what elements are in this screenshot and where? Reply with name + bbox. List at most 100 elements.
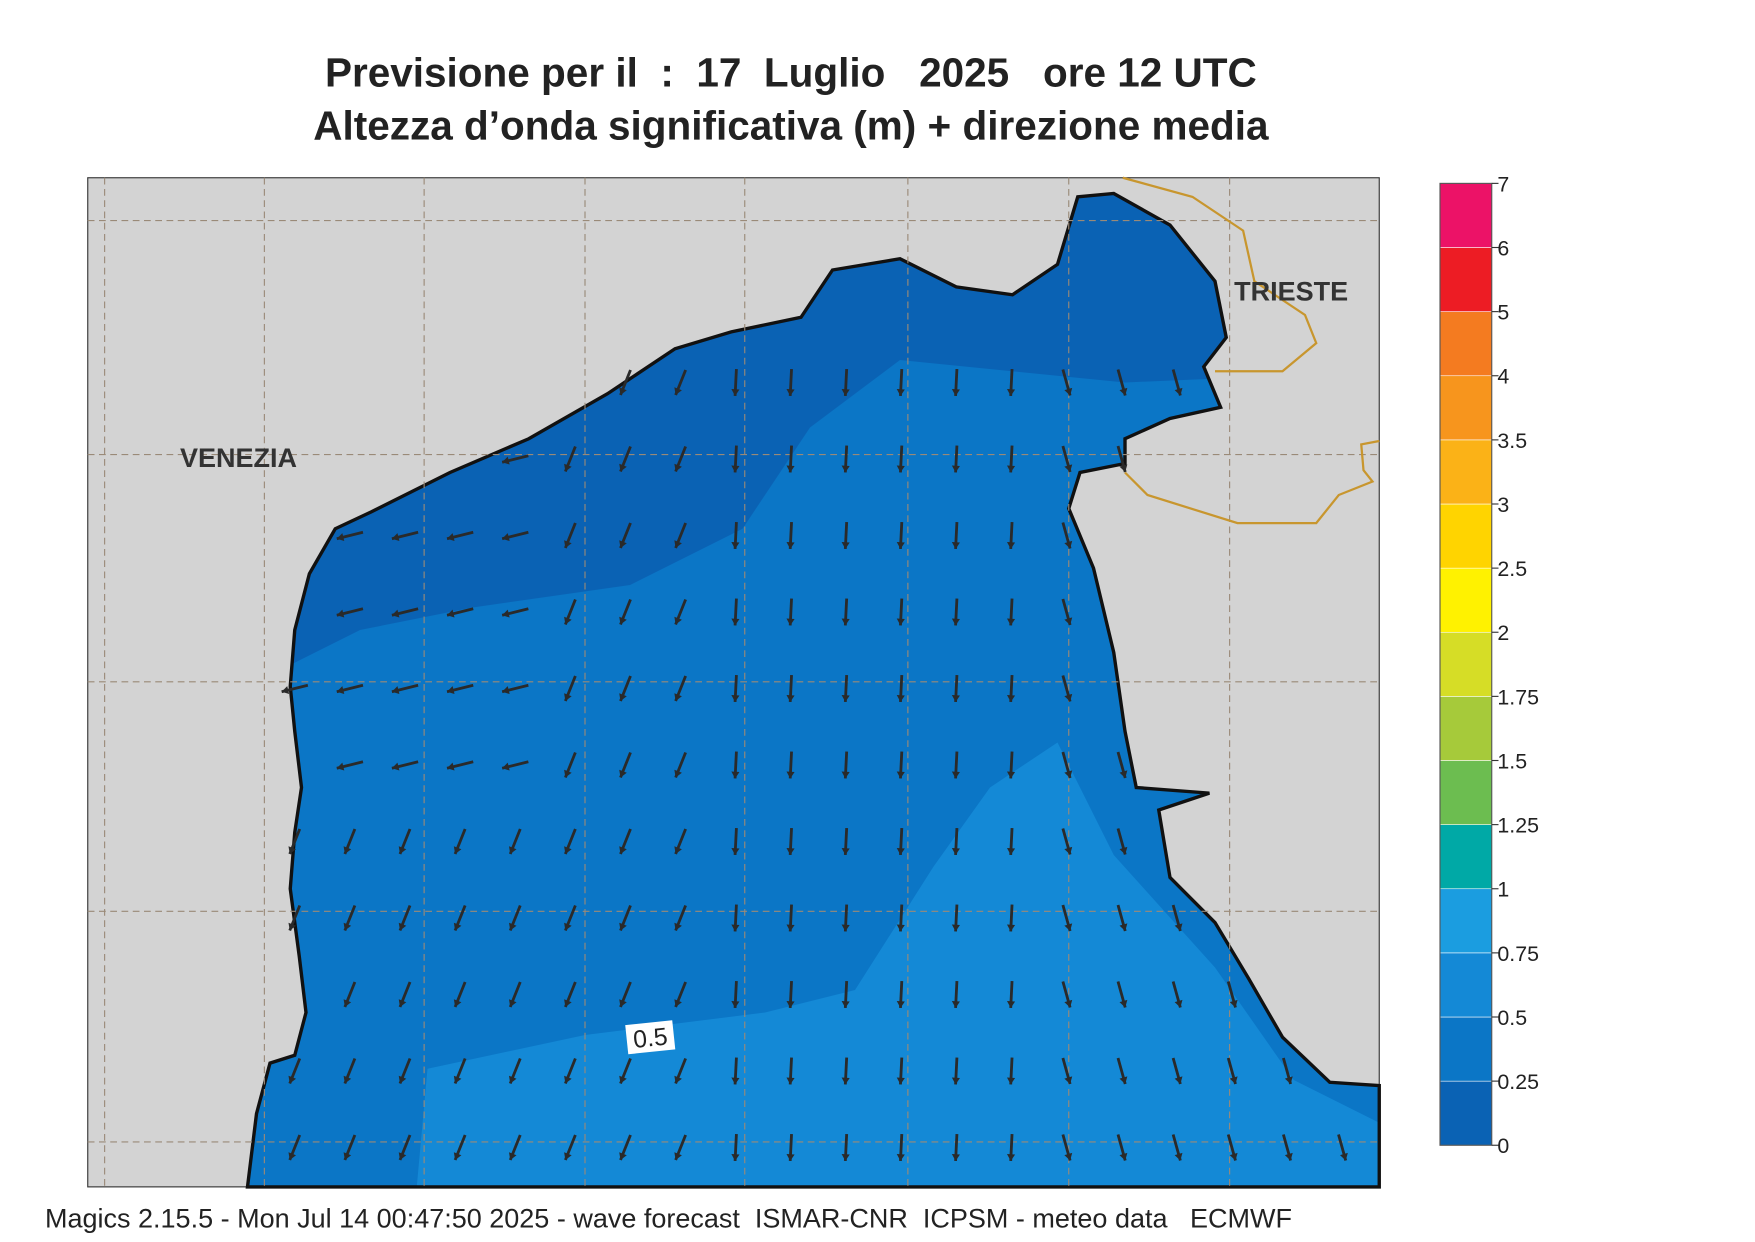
arrow-head bbox=[619, 463, 627, 472]
arrow-head bbox=[841, 848, 850, 855]
arrow-head bbox=[1229, 1076, 1238, 1085]
arrow-head bbox=[1006, 771, 1016, 779]
arrow-head bbox=[841, 618, 850, 626]
wave-direction-arrows bbox=[281, 368, 1348, 1162]
contour-label: 0.5 bbox=[632, 1024, 669, 1054]
arrow-head bbox=[1119, 770, 1128, 779]
legend-band bbox=[1439, 311, 1493, 377]
arrow-head bbox=[1064, 999, 1073, 1008]
arrow-head bbox=[619, 846, 627, 855]
legend-band bbox=[1439, 567, 1493, 633]
arrow-head bbox=[508, 846, 517, 855]
arrow-head bbox=[1064, 1152, 1073, 1161]
legend-label: 0.75 bbox=[1497, 942, 1539, 966]
arrow-head bbox=[508, 1075, 517, 1084]
arrow-head bbox=[951, 771, 960, 779]
arrow-head bbox=[674, 463, 682, 472]
legend-label: 7 bbox=[1497, 172, 1509, 196]
arrow-head bbox=[1006, 1001, 1016, 1008]
arrow-head bbox=[841, 771, 850, 779]
arrow-head bbox=[1119, 1076, 1128, 1085]
arrow-head bbox=[508, 999, 517, 1008]
arrow-head bbox=[1064, 693, 1073, 702]
legend-label: 2.5 bbox=[1497, 557, 1527, 581]
arrow-head bbox=[502, 686, 510, 695]
arrow-head bbox=[398, 846, 407, 855]
arrow-head bbox=[674, 999, 682, 1008]
arrow-head bbox=[1064, 540, 1073, 549]
coastline bbox=[245, 191, 1381, 1189]
arrow-head bbox=[453, 1075, 462, 1084]
arrow-head bbox=[786, 465, 795, 473]
arrow-head bbox=[564, 999, 572, 1008]
arrow-head bbox=[674, 1075, 682, 1084]
arrow-head bbox=[896, 389, 905, 396]
contour-label-bg bbox=[625, 1020, 676, 1055]
arrow-head bbox=[391, 533, 400, 542]
arrow-head bbox=[336, 533, 345, 542]
arrow-head bbox=[674, 846, 682, 855]
arrow-head bbox=[508, 1152, 517, 1161]
arrow-head bbox=[1006, 924, 1016, 932]
arrow-head bbox=[1006, 695, 1016, 702]
arrow-head bbox=[281, 686, 290, 695]
arrow-head bbox=[619, 1152, 627, 1161]
arrow-head bbox=[896, 1077, 905, 1085]
title-line-1: Previsione per il : 17 Luglio 2025 ore 1… bbox=[325, 50, 1257, 96]
city-label: TRIESTE bbox=[1234, 276, 1348, 306]
arrow-head bbox=[731, 848, 740, 855]
arrow-head bbox=[564, 922, 572, 931]
arrow-head bbox=[841, 1154, 850, 1161]
arrow-head bbox=[731, 924, 740, 932]
arrow-head bbox=[896, 771, 905, 779]
arrow-head bbox=[1174, 999, 1183, 1008]
arrow-head bbox=[564, 1075, 572, 1084]
arrow-head bbox=[951, 389, 960, 396]
legend-label: 1.25 bbox=[1497, 814, 1539, 838]
arrow-head bbox=[896, 1001, 905, 1008]
arrow-head bbox=[502, 762, 510, 771]
arrow-head bbox=[896, 695, 905, 702]
legend-label: 0.5 bbox=[1497, 1006, 1527, 1030]
arrow-head bbox=[564, 693, 572, 702]
arrow-head bbox=[391, 609, 400, 618]
arrow-head bbox=[1174, 923, 1183, 932]
arrow-head bbox=[1064, 923, 1073, 932]
arrow-head bbox=[398, 999, 407, 1008]
legend-band bbox=[1439, 1080, 1493, 1146]
arrow-head bbox=[453, 922, 462, 931]
arrow-head bbox=[336, 686, 345, 695]
arrow-head bbox=[841, 1077, 850, 1085]
arrow-head bbox=[1119, 1152, 1128, 1161]
legend-label: 5 bbox=[1497, 301, 1509, 325]
arrow-head bbox=[1064, 617, 1073, 626]
legend-band bbox=[1439, 247, 1493, 312]
arrow-head bbox=[619, 769, 627, 778]
arrow-head bbox=[786, 542, 795, 549]
arrow-head bbox=[674, 769, 682, 778]
arrow-head bbox=[1006, 389, 1016, 396]
arrow-head bbox=[731, 1077, 740, 1085]
arrow-head bbox=[896, 465, 905, 473]
legend-label: 0.25 bbox=[1497, 1070, 1539, 1094]
legend-band bbox=[1439, 439, 1493, 505]
arrow-head bbox=[731, 618, 740, 626]
legend-band bbox=[1439, 952, 1493, 1018]
legend-band bbox=[1439, 375, 1493, 441]
legend-band bbox=[1439, 631, 1493, 697]
arrow-head bbox=[619, 922, 627, 931]
arrow-head bbox=[619, 1075, 627, 1084]
arrow-head bbox=[896, 542, 905, 549]
arrow-head bbox=[786, 618, 795, 626]
arrow-head bbox=[502, 533, 510, 542]
arrow-head bbox=[1006, 618, 1016, 626]
arrow-head bbox=[343, 999, 352, 1008]
arrow-head bbox=[951, 1154, 960, 1161]
arrow-head bbox=[1119, 464, 1128, 473]
arrow-head bbox=[398, 1075, 407, 1084]
arrow-head bbox=[731, 1001, 740, 1008]
arrow-head bbox=[343, 922, 352, 931]
arrow-head bbox=[951, 695, 960, 702]
arrow-head bbox=[619, 999, 627, 1008]
arrow-head bbox=[1064, 387, 1073, 396]
